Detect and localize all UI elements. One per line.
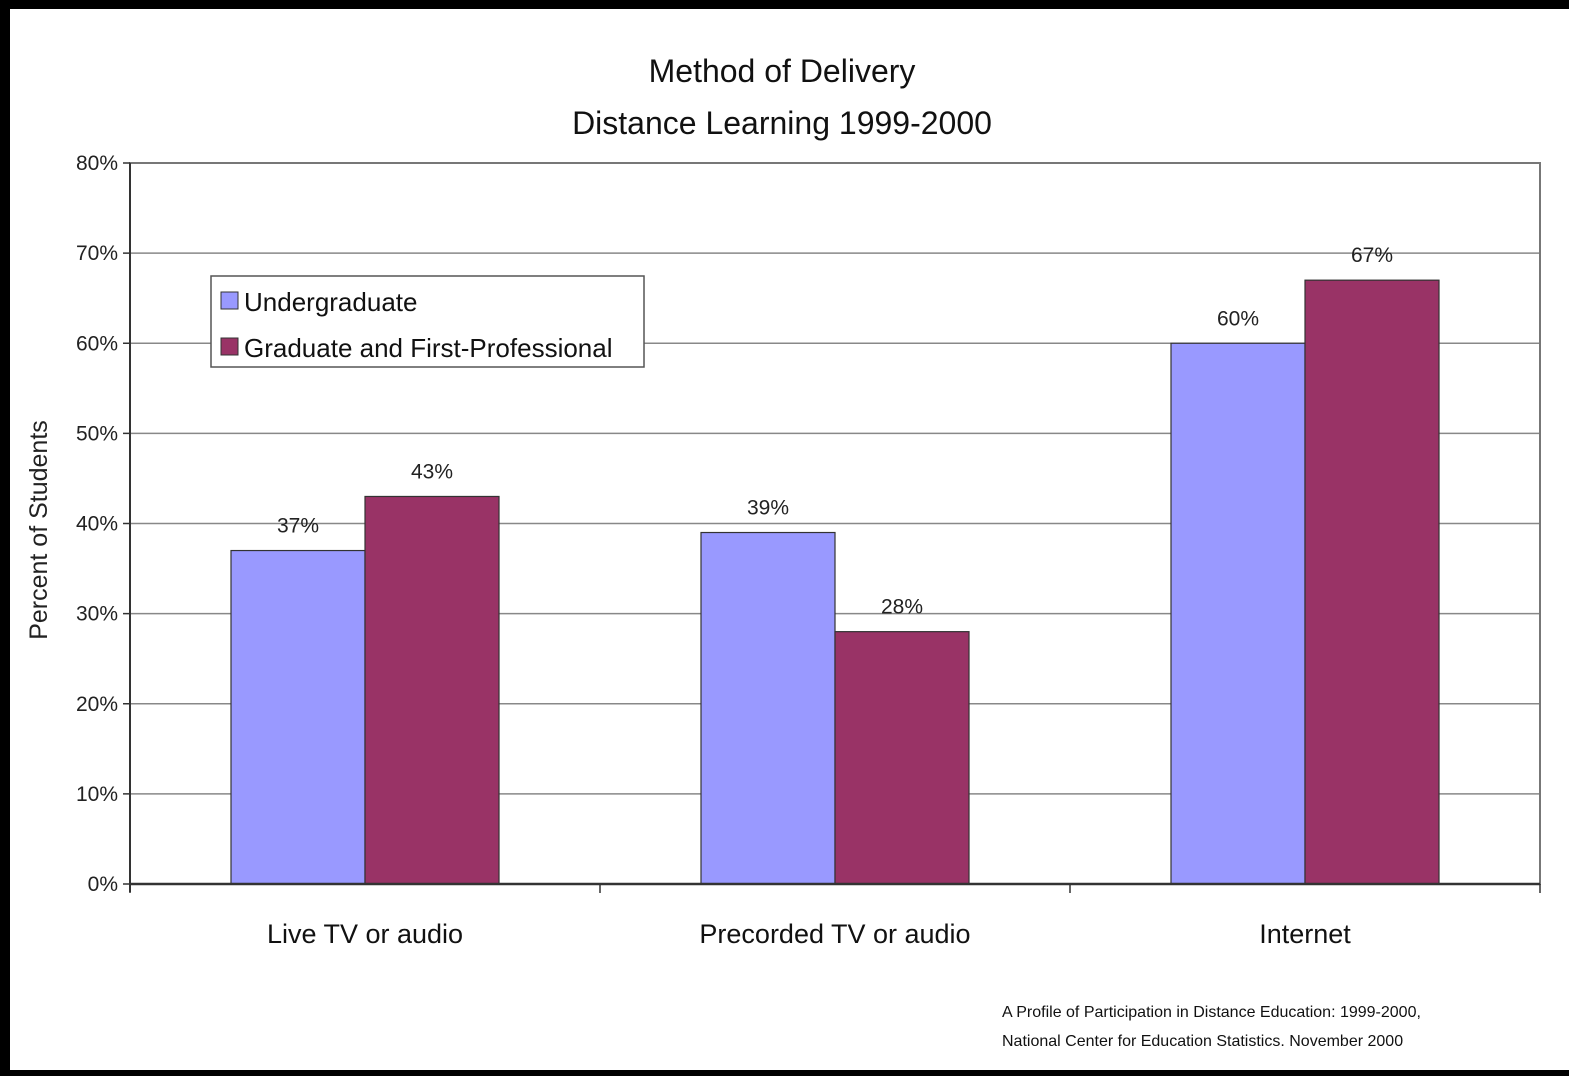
- data-label: 39%: [747, 497, 789, 520]
- bar: [1170, 342, 1306, 885]
- y-tick-label: 50%: [76, 422, 118, 445]
- y-tick-label: 70%: [76, 242, 118, 265]
- chart-container: Method of Delivery Distance Learning 199…: [10, 9, 1569, 1070]
- data-label: 67%: [1351, 244, 1393, 267]
- bar: [230, 549, 366, 885]
- chart-title-line-2: Distance Learning 1999-2000: [572, 105, 992, 141]
- chart-title-line-1: Method of Delivery: [649, 53, 916, 89]
- x-tick-label: Live TV or audio: [267, 919, 463, 949]
- data-label: 60%: [1217, 307, 1259, 330]
- data-label: 28%: [881, 596, 923, 619]
- y-tick-label: 10%: [76, 783, 118, 806]
- legend-box: [210, 275, 645, 368]
- y-tick-label: 0%: [88, 873, 118, 896]
- y-tick-label: 40%: [76, 513, 118, 536]
- bar: [834, 631, 970, 885]
- bars: 37% 43% 39% 28% 60% 67%: [230, 244, 1440, 885]
- legend-label-graduate: Graduate and First-Professional: [244, 333, 613, 363]
- axes: 0% 10% 20% 30% 40% 50% 60% 70% 80% Live TV or aud…: [76, 152, 1541, 949]
- legend-swatch-graduate: [220, 337, 239, 356]
- x-tick-label: Internet: [1259, 919, 1351, 949]
- y-axis-label: Percent of Students: [25, 420, 53, 640]
- bar: [364, 495, 500, 885]
- legend-label-undergraduate: Undergraduate: [244, 287, 417, 317]
- legend: Undergraduate Graduate and First-Profess…: [210, 275, 645, 368]
- bar: [1304, 279, 1440, 885]
- legend-swatch-undergraduate: [220, 291, 239, 310]
- y-tick-label: 30%: [76, 603, 118, 626]
- data-label: 37%: [277, 515, 319, 538]
- bar: [700, 531, 836, 885]
- bar-chart: Method of Delivery Distance Learning 199…: [25, 53, 1541, 1050]
- data-label: 43%: [411, 460, 453, 483]
- y-tick-label: 60%: [76, 332, 118, 355]
- y-tick-label: 80%: [76, 152, 118, 175]
- y-tick-label: 20%: [76, 693, 118, 716]
- source-line-2: National Center for Education Statistics…: [1002, 1033, 1403, 1050]
- source-line-1: A Profile of Participation in Distance E…: [1002, 1004, 1421, 1021]
- x-tick-label: Precorded TV or audio: [699, 919, 970, 949]
